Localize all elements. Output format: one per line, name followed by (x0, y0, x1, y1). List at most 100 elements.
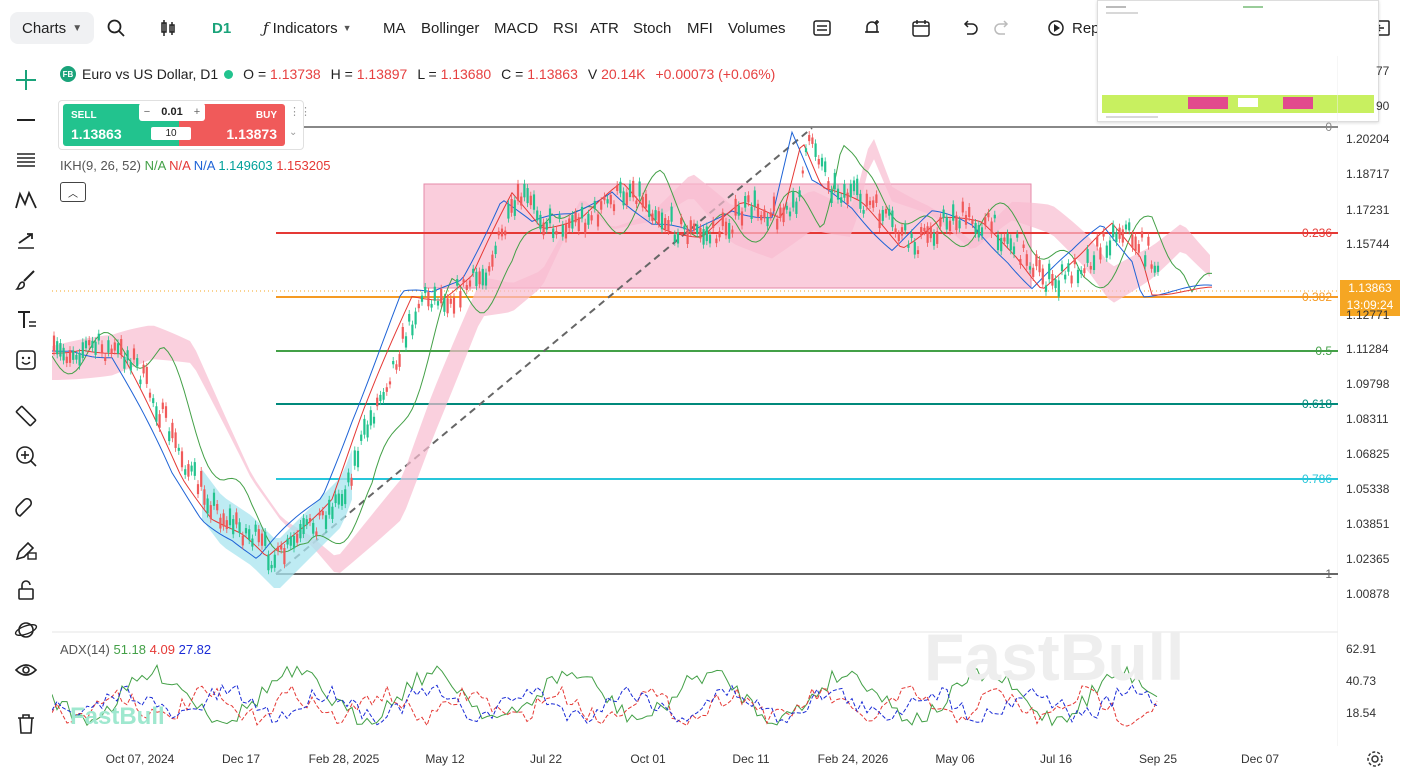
candle-body (430, 303, 433, 308)
charts-menu-button[interactable]: Charts ▼ (10, 12, 95, 44)
sell-label: SELL (71, 110, 97, 121)
bollinger-button[interactable]: Bollinger (421, 19, 480, 37)
mfi-button[interactable]: MFI (687, 19, 713, 37)
search-button[interactable] (104, 14, 128, 42)
candle-body (1108, 240, 1112, 256)
candle-body (81, 342, 84, 359)
ichimoku-value-5: 1.153205 (276, 158, 331, 173)
adx-legend[interactable]: ADX(14) 51.18 4.09 27.82 (60, 642, 211, 657)
volumes-button[interactable]: Volumes (728, 19, 786, 37)
candle-body (408, 313, 411, 322)
candle-body (1144, 255, 1147, 267)
zoom-tool[interactable] (10, 442, 42, 474)
candle-body (584, 222, 587, 234)
candle-body (961, 201, 964, 213)
price-axis-label: 1.08311 (1346, 412, 1389, 426)
lots-input[interactable]: 10 (151, 127, 191, 140)
candle-body (216, 504, 219, 511)
trendline-tool[interactable] (10, 106, 42, 138)
replay-button[interactable]: Repl (1044, 14, 1103, 42)
adx-label: ADX(14) (60, 642, 110, 657)
quantity-stepper[interactable]: − 0.01 + (139, 103, 205, 121)
crosshair-icon (14, 68, 38, 97)
atr-button[interactable]: ATR (590, 19, 619, 37)
rsi-button[interactable]: RSI (553, 19, 579, 37)
delete-drawings-tool[interactable] (10, 710, 42, 742)
calendar-button[interactable] (909, 14, 933, 42)
ma-button[interactable]: MA (383, 19, 406, 37)
price-chart[interactable]: 0 0.236 0.382 0.5 0.618 0.786 1 FastBull FastBul… (52, 56, 1338, 746)
projection-tool[interactable] (10, 226, 42, 258)
increase-button[interactable]: + (193, 106, 201, 118)
candle-body (264, 532, 267, 546)
bell-plus-icon (860, 16, 884, 40)
macd-button[interactable]: MACD (494, 19, 539, 37)
candle-body (859, 193, 862, 209)
measure-tool[interactable] (10, 402, 42, 434)
candle-body (766, 216, 769, 227)
price-axis-label: 1.09798 (1346, 377, 1390, 391)
candle-body (894, 228, 897, 234)
function-icon: ƒ (263, 19, 269, 37)
candle-body (545, 222, 548, 230)
chart-settings-button[interactable] (1366, 750, 1384, 773)
fib-level-label: 0.382 (1302, 290, 1332, 304)
visibility-tool[interactable] (10, 656, 42, 688)
ad-preview-thumbnail[interactable] (1097, 0, 1379, 122)
candle-body (529, 195, 532, 206)
candle-body (900, 227, 904, 236)
candle-body (926, 226, 929, 243)
templates-button[interactable] (810, 14, 834, 42)
candle-body (350, 477, 353, 486)
crosshair-tool[interactable] (10, 66, 42, 98)
fib-level-label: 0 (1325, 120, 1332, 134)
pattern-tool[interactable] (10, 186, 42, 218)
ichimoku-legend[interactable]: IKH(9, 26, 52) N/A N/A N/A 1.149603 1.15… (60, 158, 330, 173)
emoji-tool[interactable] (10, 346, 42, 378)
candle-body (289, 536, 292, 546)
candle-body (1089, 265, 1092, 270)
candle-body (657, 211, 660, 224)
alert-button[interactable] (860, 14, 884, 42)
candle-body (1137, 244, 1140, 253)
symbol-name[interactable]: Euro vs US Dollar, D1 (82, 66, 219, 82)
timeframe-button[interactable]: D1 (212, 19, 232, 37)
brush-tool[interactable] (10, 266, 42, 298)
stoch-button[interactable]: Stoch (633, 19, 672, 37)
candle-body (1096, 236, 1099, 247)
collapse-indicators-button[interactable]: ︿ (60, 182, 86, 202)
candle-body (552, 228, 555, 239)
candle-body (305, 519, 308, 526)
candle-body (827, 181, 830, 190)
chevron-down-icon[interactable]: ⌄ (289, 127, 298, 138)
candle-body (369, 410, 372, 426)
candle-body (862, 209, 865, 214)
indicators-button[interactable]: ƒ Indicators ▼ (263, 14, 352, 42)
time-axis-label: Oct 07, 2024 (105, 752, 175, 766)
line-icon (14, 108, 38, 137)
redo-button[interactable] (990, 14, 1014, 42)
chart-type-button[interactable] (156, 14, 180, 42)
objects-tree-tool[interactable] (10, 616, 42, 648)
unlock-tool[interactable] (10, 576, 42, 608)
price-axis-label: 77 (1376, 64, 1390, 78)
lock-drawings-tool[interactable] (10, 536, 42, 568)
adx-axis-label: 62.91 (1346, 642, 1377, 656)
candle-body (142, 364, 145, 374)
candle-body (1041, 268, 1044, 285)
fib-tool[interactable] (10, 146, 42, 178)
decrease-button[interactable]: − (143, 106, 151, 118)
candle-body (462, 279, 465, 283)
drag-handle-icon[interactable]: ⋮⋮ (289, 106, 311, 118)
current-price-tag: 1.13863 13:09:24 (1340, 280, 1400, 316)
candle-body (1009, 238, 1012, 251)
text-tool[interactable] (10, 306, 42, 338)
candle-body (75, 354, 78, 360)
candle-body (881, 209, 884, 221)
candle-body (164, 406, 168, 418)
magnet-tool[interactable] (10, 496, 42, 528)
undo-button[interactable] (958, 14, 982, 42)
template-icon (810, 16, 834, 40)
candle-body (884, 208, 888, 214)
candle-body (788, 211, 792, 217)
